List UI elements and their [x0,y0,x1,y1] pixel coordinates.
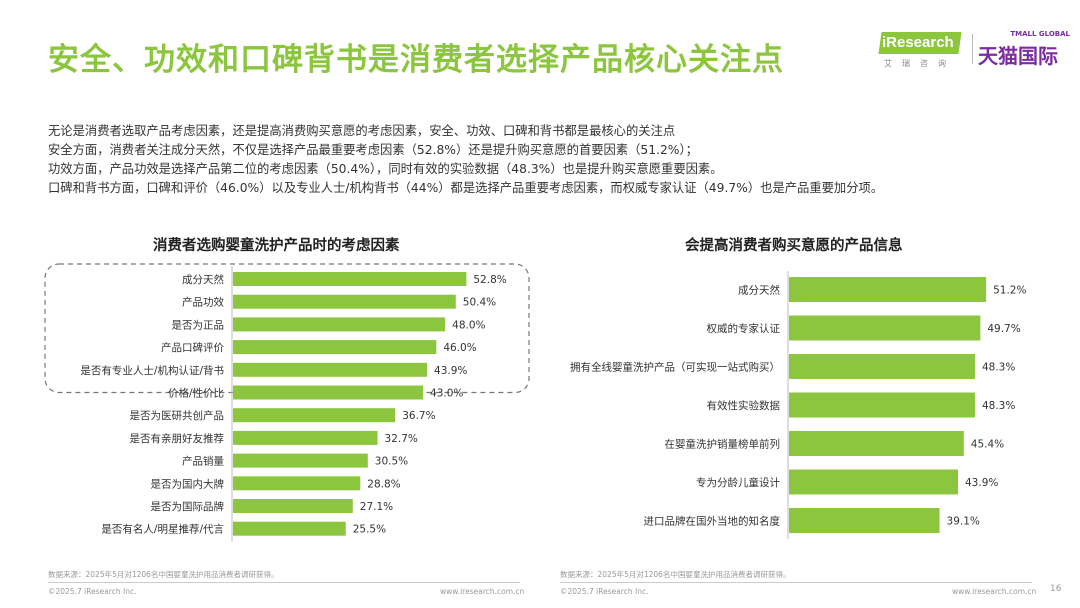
bar [789,469,959,495]
category-label: 进口品牌在国外当地的知名度 [644,515,781,528]
bar [233,476,361,491]
value-label: 43.9% [434,365,467,377]
category-label: 是否为国际品牌 [151,500,225,513]
tmall-logo-text: 天猫国际 [978,44,1058,68]
right-bar-chart: 成分天然 51.2% 权威的专家认证 49.7% 拥有全线婴童洗护产品（可实现一站式购买… [570,271,1026,539]
right-copyright: ©2025.7 iResearch Inc. [560,587,649,596]
tmall-global-logo: TMALL GLOBAL 天猫国际 [978,30,1074,70]
intro-text: 无论是消费者选取产品考虑因素，还是提高消费购买意愿的考虑因素，安全、功效、口碑和… [48,122,1048,198]
bar [233,521,346,536]
value-label: 43.9% [965,477,998,489]
left-copyright: ©2025.7 iResearch Inc. [48,587,137,596]
category-label: 产品功效 [182,296,224,309]
right-website: www.iresearch.com.cn [952,587,1037,596]
category-label: 是否为正品 [172,319,225,331]
bar [789,431,964,456]
bar [233,294,456,309]
iresearch-logo: iResearch 艾瑞咨询 [878,30,968,70]
bar [233,272,467,286]
category-label: 成分天然 [738,284,780,297]
intro-line: 功效方面，产品功效是选择产品第二位的考虑因素（50.4%），同时有效的实验数据（… [48,162,723,176]
page-number: 16 [1050,584,1062,594]
category-label: 产品口碑评价 [161,341,224,354]
value-label: 52.8% [473,274,506,286]
bar [789,508,940,533]
bar [233,385,424,400]
right-footer-line [560,582,1032,583]
bar [789,277,987,302]
value-label: 49.7% [987,323,1020,335]
category-label: 是否为国内大牌 [151,477,225,490]
bar [233,453,368,468]
bar [233,499,353,513]
category-label: 在婴童洗护销量榜单前列 [665,438,781,451]
intro-line: 安全方面，消费者关注成分天然，不仅是选择产品最重要考虑因素（52.8%）还是提升… [48,143,698,157]
category-label: 价格/性价比 [168,387,224,400]
iresearch-logo-subtext: 艾瑞咨询 [884,59,956,68]
category-label: 产品销量 [182,455,224,468]
category-label: 权威的专家认证 [707,322,781,335]
category-label: 是否为医研共创产品 [130,409,225,422]
bar [789,392,975,418]
iresearch-logo-text: iResearch [882,34,954,51]
bar [233,317,446,332]
tmall-logo-top: TMALL GLOBAL [1010,30,1070,38]
left-bar-chart: 成分天然 52.8% 产品功效 50.4% 是否为正品 48.0% 产品口碑评价 46.0% 是… [44,263,530,542]
bar [233,340,437,355]
left-chart-title: 消费者选购婴童洗护产品时的考虑因素 [153,238,400,254]
category-label: 有效性实验数据 [707,399,781,412]
bar [233,408,396,423]
value-label: 51.2% [993,285,1026,297]
bar [789,315,981,341]
right-chart-title: 会提高消费者购买意愿的产品信息 [685,238,903,254]
value-label: 32.7% [385,433,418,445]
value-label: 43.0% [430,388,463,400]
value-label: 50.4% [463,297,496,309]
value-label: 46.0% [443,342,476,354]
category-label: 拥有全线婴童洗护产品（可实现一站式购买） [570,361,780,374]
value-label: 48.3% [982,362,1015,374]
category-label: 是否有专业人士/机构认证/背书 [80,364,224,377]
intro-line: 无论是消费者选取产品考虑因素，还是提高消费购买意愿的考虑因素，安全、功效、口碑和… [48,124,676,138]
left-website: www.iresearch.com.cn [440,587,525,596]
logo-divider [972,34,973,64]
left-footer-line [48,582,520,583]
bar [789,354,975,379]
value-label: 45.4% [971,439,1004,451]
bar [233,430,378,445]
value-label: 39.1% [947,516,980,528]
right-source-note: 数据来源：2025年5月对1206名中国婴童洗护用品消费者调研获得。 [560,570,791,579]
value-label: 30.5% [375,456,408,468]
category-label: 成分天然 [182,273,224,286]
left-source-note: 数据来源：2025年5月对1206名中国婴童洗护用品消费者调研获得。 [48,570,279,579]
value-label: 28.8% [367,478,400,490]
value-label: 25.5% [353,524,386,536]
category-label: 是否有名人/明星推荐/代言 [101,523,224,536]
value-label: 36.7% [402,410,435,422]
value-label: 48.3% [982,400,1015,412]
category-label: 专为分龄儿童设计 [696,476,780,489]
value-label: 27.1% [360,501,393,513]
intro-line: 口碑和背书方面，口碑和评价（46.0%）以及专业人士/机构背书（44%）都是选择… [48,181,884,195]
category-label: 是否有亲朋好友推荐 [130,432,225,445]
bar [233,362,428,377]
page-title: 安全、功效和口碑背书是消费者选择产品核心关注点 [48,42,784,78]
value-label: 48.0% [452,319,485,331]
